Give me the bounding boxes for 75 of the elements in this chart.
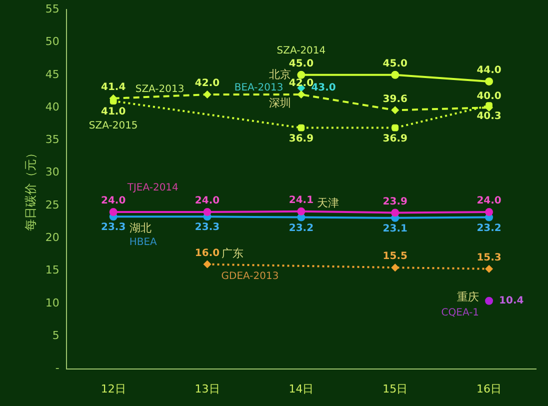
data-label: 42.0 — [194, 78, 220, 90]
data-label: 36.9 — [382, 133, 408, 144]
data-label: 23.9 — [382, 196, 408, 208]
point — [297, 207, 306, 216]
data-label: 40.3 — [476, 111, 502, 122]
point — [203, 90, 212, 98]
point — [391, 70, 400, 79]
data-label: 24.0 — [194, 196, 220, 207]
x-tick-label: 14日 — [288, 382, 314, 396]
data-label: 36.9 — [288, 133, 314, 144]
y-tick-label: - — [55, 362, 60, 375]
y-tick-label: 20 — [45, 231, 60, 244]
annotation: 重庆 — [457, 290, 480, 304]
annotation: 深圳 — [269, 96, 292, 110]
data-label: 45.0 — [288, 58, 314, 70]
series-label: TJEA-2014 — [126, 182, 178, 194]
text: HBEA — [129, 237, 158, 248]
point — [485, 296, 494, 305]
y-axis-title: 每日碳价（元） — [23, 147, 38, 232]
data-label: 23.3 — [194, 222, 220, 234]
data-label: 43.0 — [311, 82, 336, 94]
y-tick-label: 25 — [45, 198, 60, 212]
data-label: 10.4 — [499, 295, 524, 306]
y-tick-label: 10 — [45, 296, 60, 310]
point — [203, 208, 212, 216]
data-label: 23.2 — [288, 222, 314, 234]
data-label: 15.5 — [382, 251, 408, 262]
data-label: 15.3 — [476, 252, 502, 264]
y-tick-label: 40 — [45, 100, 60, 114]
annotation: 湖北 — [129, 221, 152, 234]
point — [109, 208, 118, 216]
x-tick-label: 13日 — [194, 382, 220, 396]
series-label: CQEA-1 — [441, 307, 480, 318]
point — [203, 260, 212, 268]
x-tick-label: 12日 — [100, 382, 126, 396]
series-label: SZA-2014 — [276, 46, 326, 57]
y-tick-label: 35 — [45, 133, 60, 146]
y-tick-label: 45 — [45, 68, 60, 81]
data-label: 40.0 — [476, 91, 502, 102]
series-label: BEA-2013 — [234, 82, 284, 94]
data-label: 45.0 — [382, 58, 408, 70]
point — [298, 124, 305, 132]
point — [297, 90, 306, 98]
data-label: 44.0 — [476, 65, 502, 76]
data-label: 24.0 — [476, 196, 502, 207]
annotation: 广东 — [221, 247, 244, 260]
data-label: 24.1 — [288, 195, 314, 206]
series-label: SZA-2015 — [88, 120, 138, 132]
data-label: 41.4 — [101, 82, 126, 94]
data-label: 23.2 — [476, 222, 502, 234]
annotation: 北京 — [269, 68, 292, 81]
data-label: 23.1 — [382, 224, 408, 235]
point — [485, 77, 494, 86]
point — [297, 70, 306, 79]
data-label: 24.0 — [101, 196, 126, 207]
series-label: SZA-2013 — [135, 84, 184, 96]
point — [391, 264, 400, 272]
point — [485, 264, 494, 273]
y-tick-label: 30 — [45, 166, 60, 179]
data-label: 39.6 — [382, 94, 408, 105]
point — [485, 208, 494, 216]
data-label: 23.3 — [101, 222, 126, 234]
series-label: GDEA-2013 — [221, 270, 279, 282]
x-tick-label: 15日 — [382, 382, 408, 396]
y-tick-label: 50 — [45, 35, 60, 48]
y-tick-label: 55 — [45, 2, 60, 16]
point — [391, 208, 400, 217]
point — [392, 124, 399, 132]
y-tick-label: 5 — [52, 329, 60, 342]
data-label: 16.0 — [194, 248, 220, 259]
annotation: 天津 — [317, 196, 340, 210]
point — [391, 106, 400, 114]
y-tick-label: 15 — [45, 264, 60, 277]
data-label: 41.0 — [101, 106, 126, 118]
x-tick-label: 16日 — [476, 382, 502, 396]
